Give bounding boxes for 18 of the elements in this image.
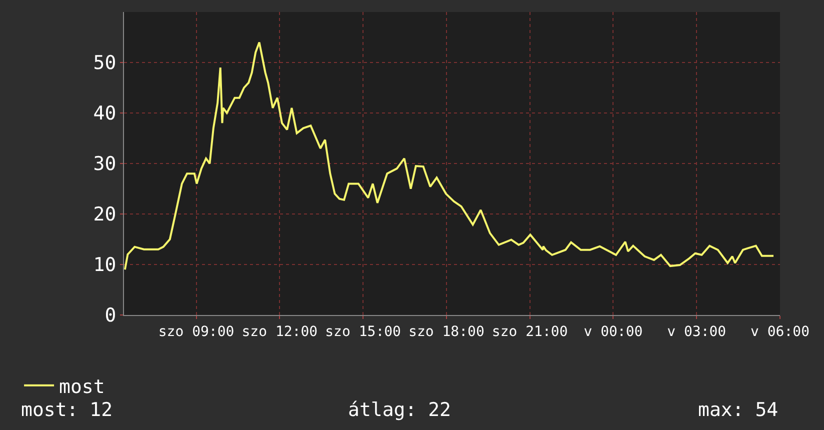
x-tick-label: szo 12:00: [242, 324, 318, 340]
y-tick-label: 40: [93, 102, 116, 125]
y-tick-label: 0: [104, 304, 116, 327]
x-tick-label: szo 15:00: [325, 324, 401, 340]
y-tick-label: 30: [93, 153, 116, 176]
x-tick-label: szo 21:00: [492, 324, 568, 340]
x-tick-label: szo 18:00: [408, 324, 484, 340]
text: átlag: 22: [348, 399, 451, 421]
x-tick-label: szo 09:00: [158, 324, 234, 340]
text: most: 12: [21, 399, 113, 421]
legend-label: most: [59, 376, 105, 398]
x-tick-label: v 03:00: [667, 324, 726, 340]
x-tick-label: v 00:00: [584, 324, 643, 340]
y-tick-label: 20: [93, 204, 116, 226]
text: max: 54: [698, 399, 778, 421]
y-tick-label: 50: [93, 52, 116, 74]
x-tick-label: v 06:00: [750, 324, 810, 340]
y-tick-label: 10: [93, 254, 116, 276]
